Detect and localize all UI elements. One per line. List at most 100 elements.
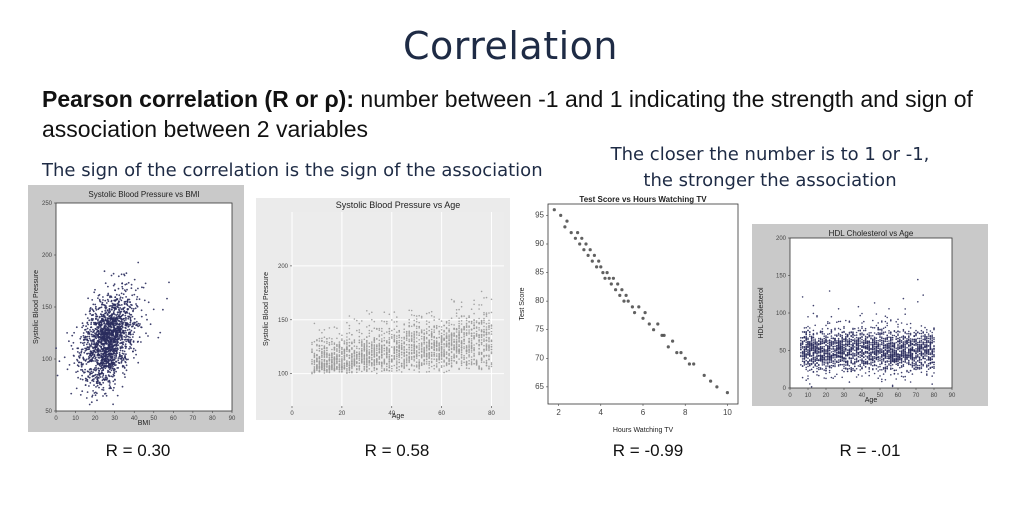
data-point [450,365,453,368]
data-point [445,362,448,364]
data-point [403,354,405,357]
data-point [101,358,103,360]
data-point [468,316,470,318]
data-point [597,259,601,263]
data-point [353,351,356,354]
data-point [333,351,336,354]
data-point [341,358,343,360]
data-point [906,369,908,372]
data-point [348,362,351,364]
data-point [101,348,104,351]
data-point [584,242,588,246]
data-point [863,339,865,342]
data-point [84,368,86,371]
data-point [104,316,107,319]
data-point [383,360,386,362]
data-point [396,342,398,345]
data-point [413,319,415,322]
data-point [460,351,463,354]
data-point [127,358,129,361]
data-point [438,344,440,347]
data-point [120,292,123,295]
data-point [448,339,450,342]
data-point [854,338,856,340]
data-point [845,339,847,342]
data-point [145,332,147,335]
data-point [99,306,101,309]
data-point [316,368,318,370]
data-point [109,387,112,389]
data-point [468,315,470,317]
data-point [443,348,445,351]
data-point [371,341,373,343]
data-point [333,366,336,368]
data-point [418,361,420,363]
data-point [356,361,358,364]
data-point [922,363,924,366]
data-point [383,320,386,323]
data-point [118,330,121,333]
data-point [807,370,809,372]
data-point [465,352,468,355]
data-point [440,353,443,356]
data-point [311,372,313,375]
data-point [433,326,435,329]
data-point [400,339,403,342]
data-point [408,318,410,321]
data-point [470,349,473,351]
data-point [106,357,108,359]
data-point [453,328,455,331]
data-point [120,355,122,358]
data-point [76,370,79,373]
data-point [123,317,125,320]
data-point [828,343,831,346]
data-point [403,336,405,339]
data-point [93,338,96,341]
data-point [361,343,363,345]
data-point [351,364,353,367]
data-point [430,315,433,317]
data-point [418,332,420,334]
data-point [875,313,878,315]
data-point [400,371,403,373]
data-point [403,348,405,350]
data-point [92,352,94,355]
data-point [643,311,647,315]
data-point [805,353,807,355]
data-point [323,360,326,362]
data-point [396,339,398,342]
data-point [843,359,845,361]
data-point [361,351,363,353]
data-point [105,394,108,397]
data-point [114,349,116,351]
data-point [112,326,115,329]
data-point [423,338,425,341]
data-point [443,355,445,358]
data-point [84,313,87,316]
data-point [438,368,440,370]
data-point [90,368,93,370]
data-point [356,355,358,357]
data-point [886,316,888,319]
data-point [620,288,624,292]
data-point [132,308,135,310]
data-point [346,362,348,365]
data-point [823,345,825,348]
data-point [336,349,338,351]
data-point [129,342,132,345]
data-point [122,329,124,332]
data-point [133,357,135,359]
data-point [91,395,93,398]
data-point [383,339,386,342]
data-point [836,344,838,347]
data-point [131,304,133,306]
data-point [100,340,103,343]
data-point [94,343,96,346]
data-point [119,349,122,352]
data-point [93,384,95,387]
data-point [403,331,405,333]
data-point [576,231,580,235]
data-point [129,320,132,322]
data-point [353,363,356,366]
data-point [405,337,408,339]
